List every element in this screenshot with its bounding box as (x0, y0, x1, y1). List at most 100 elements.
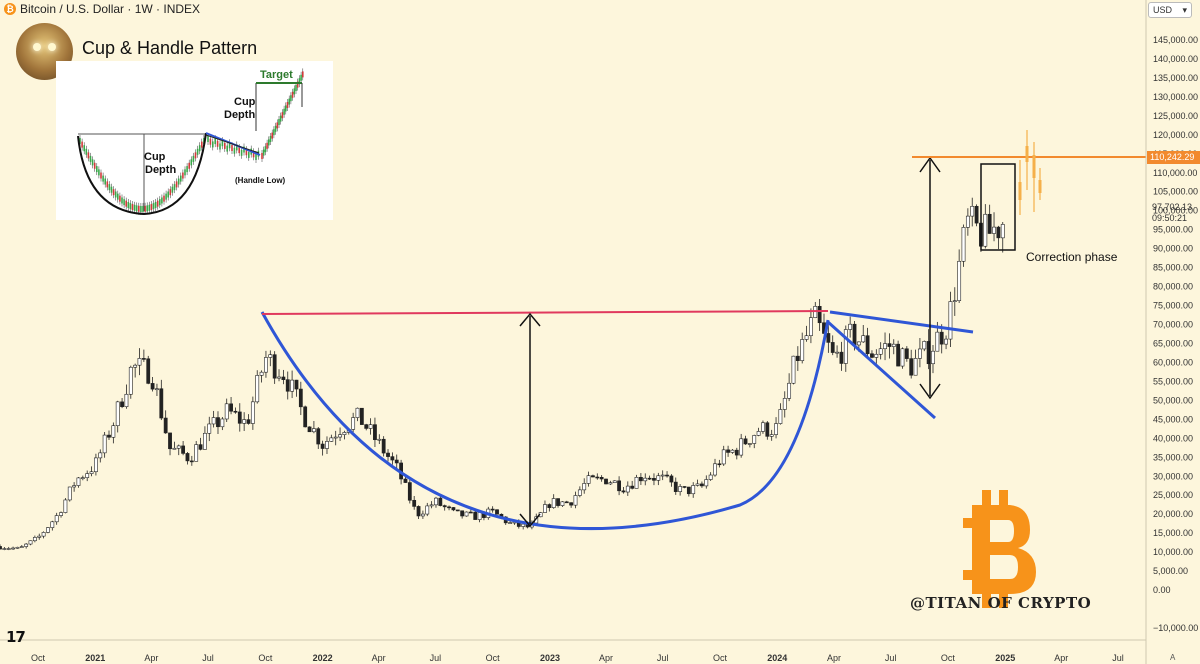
projected-candle-body (1038, 180, 1042, 193)
price-tick-label: 125,000.00 (1153, 111, 1198, 121)
candle-body (37, 535, 42, 538)
candle-body (612, 480, 617, 483)
correction-phase-label: Correction phase (1026, 250, 1118, 264)
candle-body (259, 371, 264, 376)
inset-candle-body (108, 184, 111, 191)
inset-candle-body (146, 205, 148, 212)
candle-body (255, 375, 260, 403)
candle-body (420, 513, 425, 517)
candle-body (904, 348, 909, 359)
candle-body (647, 477, 652, 480)
candle-body (338, 434, 342, 438)
inset-title: Cup & Handle Pattern (82, 38, 258, 58)
candle-body (961, 227, 966, 262)
inset-candle-body (110, 186, 113, 193)
candle-body (242, 419, 247, 424)
price-tick-label: 95,000.00 (1153, 225, 1193, 235)
inset-candle-body (291, 91, 294, 98)
candle-body (691, 485, 696, 495)
candle-body (1000, 224, 1005, 239)
candle-body (429, 504, 434, 507)
price-tick-label: 75,000.00 (1153, 301, 1193, 311)
candle-body (211, 417, 216, 425)
inset-candle-body (190, 159, 193, 166)
candle-body (28, 540, 33, 545)
candle-body (0, 546, 2, 550)
candle-body (765, 422, 770, 437)
candle-body (617, 480, 621, 492)
price-tick-label: 65,000.00 (1153, 338, 1193, 348)
inset-candle-body (91, 159, 94, 166)
price-tick-label: 50,000.00 (1153, 395, 1193, 405)
price-tick-label: 120,000.00 (1153, 130, 1198, 140)
inset-candle-body (216, 140, 219, 147)
candle-body (922, 341, 927, 350)
overlay-group (260, 130, 1146, 531)
candle-body (726, 449, 730, 453)
price-tick-label: 5,000.00 (1153, 566, 1188, 576)
candle-body (817, 306, 822, 324)
inset-candle-body (138, 205, 140, 212)
time-tick-label: Oct (258, 653, 273, 663)
candle-body (569, 502, 574, 506)
candle-body (325, 441, 329, 449)
inset-candle-body (133, 204, 136, 211)
inset-candle-body (196, 148, 199, 155)
inset-candle-body (144, 205, 146, 212)
inset-candle-body (198, 145, 201, 152)
candle-body (769, 434, 774, 437)
inset-candle-body (163, 195, 165, 202)
candle-body (891, 343, 896, 347)
time-tick-label: Apr (599, 653, 613, 663)
time-tick-label: Apr (1054, 653, 1068, 663)
candle-body (168, 432, 172, 450)
cup-rim-line (261, 310, 829, 315)
price-tick-label: 90,000.00 (1153, 244, 1193, 254)
inset-cup-depth-right: Cup Depth (224, 96, 256, 121)
candle-body (403, 478, 408, 483)
currency-selector[interactable]: USD ▾ (1148, 2, 1192, 18)
candle-body (595, 476, 600, 479)
candle-body (713, 463, 717, 476)
candle-body (98, 452, 103, 459)
candle-body (32, 537, 37, 542)
candle-body (320, 443, 325, 449)
inset-candle-body (98, 169, 100, 176)
candle-body (852, 323, 857, 346)
inset-candle-body (186, 166, 188, 173)
candle-body (856, 341, 861, 346)
candle-body (50, 521, 55, 528)
candle-body (826, 333, 831, 343)
cup-handle-inset: Target Cup Depth Cup Depth (Handle Low) (56, 61, 333, 220)
candle-body (285, 379, 290, 392)
candle-body (85, 473, 90, 478)
inset-candle-body (142, 205, 144, 212)
symbol-title: Bitcoin / U.S. Dollar · 1W · INDEX (20, 2, 201, 16)
candle-body (630, 485, 635, 489)
candle-body (72, 485, 77, 488)
candle-body (508, 522, 512, 524)
inset-candle-body (278, 119, 280, 125)
candle-body (176, 445, 181, 449)
candle-body (128, 366, 133, 395)
inset-candle-body (273, 129, 275, 136)
candle-body (447, 506, 451, 509)
inset-candle-body (112, 189, 115, 196)
candle-body (952, 300, 957, 302)
inset-candle-body (269, 136, 272, 142)
candle-body (80, 477, 85, 479)
price-tick-label: 145,000.00 (1153, 35, 1198, 45)
tradingview-logo-icon[interactable]: 17 (6, 628, 26, 646)
candle-body (373, 424, 377, 441)
candle-body (172, 447, 177, 450)
symbol-header[interactable]: ₿ Bitcoin / U.S. Dollar · 1W · INDEX (4, 2, 200, 16)
auto-scale-button[interactable]: A (1170, 653, 1176, 662)
inset-candle-body (156, 200, 159, 207)
inset-candle-body (264, 146, 267, 153)
candle-body (455, 509, 460, 512)
time-tick-label: Apr (827, 653, 841, 663)
candle-body (250, 401, 255, 424)
candle-body (935, 331, 940, 352)
inset-candle-body (293, 88, 296, 95)
inset-candle-body (226, 145, 228, 152)
